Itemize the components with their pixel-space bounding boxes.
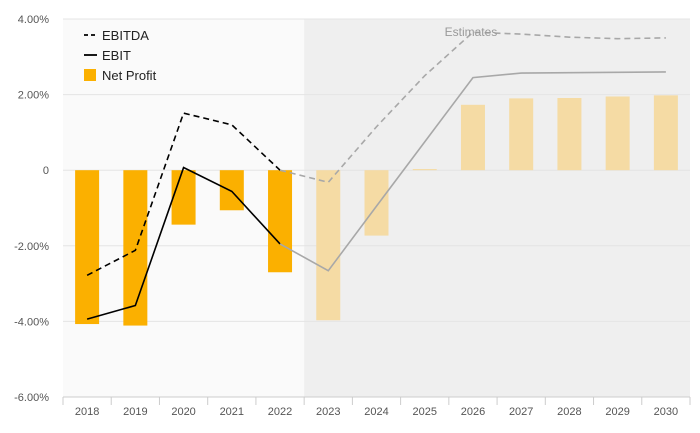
y-tick-label: 4.00% — [18, 14, 49, 26]
x-tick-label: 2021 — [220, 406, 244, 418]
bar-net-profit — [171, 170, 196, 225]
legend-label-ebit: EBIT — [102, 48, 131, 63]
bar-net-profit — [316, 170, 341, 321]
x-tick-label: 2019 — [123, 406, 147, 418]
y-tick-label: -6.00% — [14, 392, 49, 404]
x-tick-label: 2020 — [171, 406, 195, 418]
legend-label-ebitda: EBITDA — [102, 28, 149, 43]
estimates-label: Estimates — [445, 25, 498, 39]
bar-net-profit — [219, 170, 244, 211]
x-tick-label: 2024 — [364, 406, 388, 418]
x-tick-label: 2027 — [509, 406, 533, 418]
x-tick-label: 2025 — [412, 406, 436, 418]
y-tick-label: -4.00% — [14, 316, 49, 328]
x-tick-label: 2028 — [557, 406, 581, 418]
x-tick-label: 2029 — [605, 406, 629, 418]
line-ebitda-estimate — [279, 31, 666, 184]
bar-net-profit — [557, 98, 582, 171]
bar-net-profit — [605, 96, 630, 171]
x-tick-label: 2030 — [654, 406, 678, 418]
bar-net-profit — [412, 169, 437, 171]
bar-net-profit — [268, 170, 293, 273]
legend: EBITDA EBIT Net Profit — [84, 28, 157, 83]
x-tick-label: 2018 — [75, 406, 99, 418]
line-ebitda-actual — [86, 112, 281, 276]
y-tick-label: 0 — [43, 165, 49, 177]
bar-net-profit — [123, 170, 148, 326]
line-ebit-estimate — [279, 71, 666, 272]
bar-net-profit — [364, 170, 389, 236]
bar-net-profit — [75, 170, 100, 325]
y-tick-label: -2.00% — [14, 241, 49, 253]
legend-label-net-profit: Net Profit — [102, 68, 157, 83]
legend-swatch-net-profit — [84, 69, 96, 81]
bar-net-profit — [653, 95, 678, 171]
y-tick-label: 2.00% — [18, 90, 49, 102]
line-ebit-actual — [86, 166, 281, 320]
x-tick-label: 2022 — [268, 406, 292, 418]
bar-net-profit — [460, 104, 485, 171]
x-tick-label: 2026 — [461, 406, 485, 418]
x-tick-label: 2023 — [316, 406, 340, 418]
bar-net-profit — [509, 98, 534, 171]
